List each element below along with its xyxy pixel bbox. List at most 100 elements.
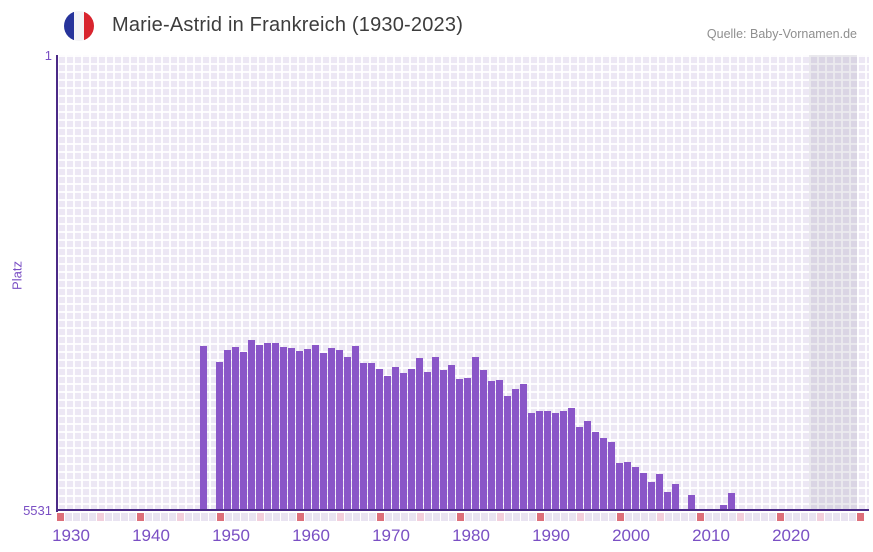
source-link[interactable]: Quelle: Baby-Vornamen.de — [706, 27, 857, 41]
year-marker-1945 — [177, 513, 184, 521]
year-marker-1967 — [353, 513, 360, 521]
rank-bar-1963[interactable] — [320, 353, 327, 510]
rank-bar-1956[interactable] — [264, 342, 271, 510]
rank-bar-1983[interactable] — [480, 370, 487, 510]
year-marker-1978 — [441, 513, 448, 521]
rank-bar-1987[interactable] — [512, 389, 519, 510]
y-tick-bottom: 5531 — [23, 503, 52, 518]
year-marker-1977 — [433, 513, 440, 521]
rank-bar-1961[interactable] — [304, 348, 311, 510]
rank-bar-1970[interactable] — [376, 368, 383, 510]
year-marker-2029 — [849, 513, 856, 521]
rank-bar-2000[interactable] — [616, 463, 623, 510]
year-marker-2006 — [665, 513, 672, 521]
year-marker-2027 — [833, 513, 840, 521]
rank-bar-1994[interactable] — [568, 408, 575, 510]
rank-bar-1957[interactable] — [272, 342, 279, 510]
rank-bar-1958[interactable] — [280, 346, 287, 510]
rank-bar-1986[interactable] — [504, 395, 511, 510]
rank-bar-1974[interactable] — [408, 369, 415, 510]
rank-bar-1953[interactable] — [240, 351, 247, 510]
year-marker-2007 — [673, 513, 680, 521]
year-marker-1939 — [129, 513, 136, 521]
rank-bar-1967[interactable] — [352, 346, 359, 510]
year-marker-1961 — [305, 513, 312, 521]
year-marker-1979 — [449, 513, 456, 521]
rank-bar-1964[interactable] — [328, 347, 335, 510]
year-marker-2010 — [697, 513, 704, 521]
rank-bar-1981[interactable] — [464, 378, 471, 510]
rank-bar-1955[interactable] — [256, 345, 263, 510]
rank-bar-1966[interactable] — [344, 357, 351, 510]
rank-bar-1997[interactable] — [592, 431, 599, 510]
year-marker-1955 — [257, 513, 264, 521]
year-marker-2003 — [641, 513, 648, 521]
year-marker-1972 — [393, 513, 400, 521]
rank-bar-1972[interactable] — [392, 366, 399, 510]
rank-bar-1965[interactable] — [336, 349, 343, 510]
rank-bar-1988[interactable] — [520, 384, 527, 510]
rank-bar-2013[interactable] — [720, 505, 727, 510]
rank-bar-2007[interactable] — [672, 484, 679, 510]
year-marker-1954 — [249, 513, 256, 521]
rank-bar-1995[interactable] — [576, 426, 583, 510]
rank-bar-1998[interactable] — [600, 438, 607, 510]
rank-bar-1962[interactable] — [312, 345, 319, 510]
year-marker-1941 — [145, 513, 152, 521]
year-marker-1963 — [321, 513, 328, 521]
year-marker-1966 — [345, 513, 352, 521]
rank-bar-1996[interactable] — [584, 421, 591, 510]
rank-bar-1960[interactable] — [296, 351, 303, 510]
x-tick-label-1950: 1950 — [212, 526, 250, 545]
year-marker-2019 — [769, 513, 776, 521]
year-marker-1984 — [489, 513, 496, 521]
rank-bar-2005[interactable] — [656, 473, 663, 510]
x-tick-label-1980: 1980 — [452, 526, 490, 545]
year-marker-1957 — [273, 513, 280, 521]
year-marker-1991 — [545, 513, 552, 521]
rank-bar-2003[interactable] — [640, 473, 647, 510]
rank-bar-1971[interactable] — [384, 375, 391, 510]
rank-bar-1992[interactable] — [552, 412, 559, 510]
rank-bar-1982[interactable] — [472, 356, 479, 510]
rank-bar-1951[interactable] — [224, 349, 231, 510]
rank-bar-2014[interactable] — [728, 492, 735, 510]
rank-bar-1976[interactable] — [424, 371, 431, 510]
rank-bar-1980[interactable] — [456, 379, 463, 510]
x-tick-label-1990: 1990 — [532, 526, 570, 545]
year-marker-1987 — [513, 513, 520, 521]
rank-bar-1978[interactable] — [440, 369, 447, 510]
rank-bar-2006[interactable] — [664, 491, 671, 510]
rank-bar-2002[interactable] — [632, 467, 639, 510]
rank-bar-1993[interactable] — [560, 410, 567, 510]
year-marker-1932 — [73, 513, 80, 521]
rank-bar-2001[interactable] — [624, 461, 631, 510]
rank-bar-1985[interactable] — [496, 380, 503, 510]
rank-bar-2004[interactable] — [648, 482, 655, 510]
year-marker-2021 — [785, 513, 792, 521]
rank-bar-1952[interactable] — [232, 346, 239, 510]
rank-bar-1989[interactable] — [528, 413, 535, 510]
rank-bar-1959[interactable] — [288, 347, 295, 510]
rank-bar-1979[interactable] — [448, 364, 455, 510]
rank-bar-1991[interactable] — [544, 410, 551, 510]
rank-bar-1969[interactable] — [368, 363, 375, 510]
x-tick-label-2010: 2010 — [692, 526, 730, 545]
year-marker-1938 — [121, 513, 128, 521]
rank-bar-1968[interactable] — [360, 363, 367, 510]
year-marker-1962 — [313, 513, 320, 521]
rank-bar-2009[interactable] — [688, 495, 695, 510]
rank-bar-1950[interactable] — [216, 361, 223, 510]
year-marker-1937 — [113, 513, 120, 521]
rank-bar-1999[interactable] — [608, 441, 615, 510]
year-marker-1936 — [105, 513, 112, 521]
rank-bar-1975[interactable] — [416, 358, 423, 510]
rank-bar-1948[interactable] — [200, 345, 207, 510]
year-marker-1956 — [265, 513, 272, 521]
rank-bar-1973[interactable] — [400, 373, 407, 510]
rank-bar-1954[interactable] — [248, 339, 255, 510]
rank-bar-1977[interactable] — [432, 356, 439, 510]
rank-bar-1984[interactable] — [488, 380, 495, 510]
rank-bar-1990[interactable] — [536, 410, 543, 510]
